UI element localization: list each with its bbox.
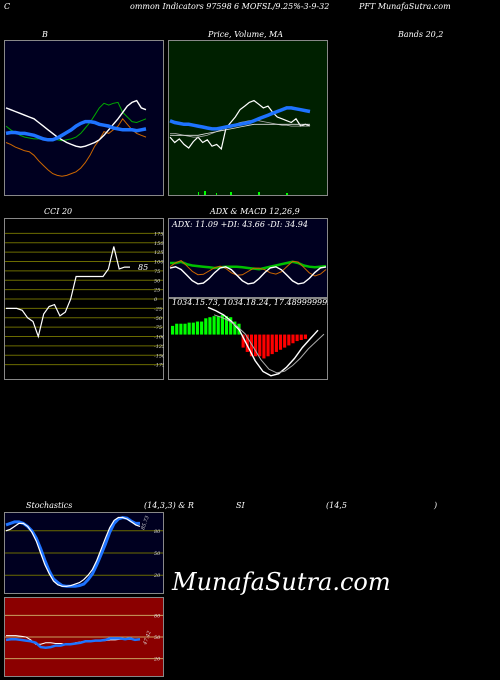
- cci-tick-label: 100: [154, 260, 164, 266]
- bollinger-series-1: [5, 117, 147, 177]
- macd-histogram-bar: [183, 323, 187, 335]
- macd-histogram-bar: [291, 334, 295, 344]
- adx-macd-title: ADX & MACD 12,26,9: [210, 207, 300, 216]
- macd-histogram-bar: [191, 322, 195, 335]
- price-series-0: [169, 99, 311, 151]
- cci-tick-label: 75: [154, 269, 160, 275]
- rsi-tick-label: 50: [154, 635, 161, 641]
- macd-histogram-bar: [262, 334, 266, 359]
- macd-histogram-bar: [303, 334, 307, 339]
- cci-tick-label: -175: [154, 363, 164, 369]
- stoch-title-b: (14,3,3) & R: [144, 501, 194, 510]
- macd-histogram-bar: [283, 334, 287, 348]
- macd-histogram-bar: [295, 334, 299, 342]
- price-ma-line: [169, 106, 311, 131]
- rsi-last-label: 47.42: [142, 630, 153, 646]
- stoch-title-c: SI: [236, 501, 245, 510]
- cci-tick-label: -75: [154, 325, 162, 331]
- macd-histogram-bar: [200, 321, 204, 335]
- price-ma-title: Price, Volume, MA: [208, 30, 284, 39]
- macd-histogram-bar: [266, 334, 270, 357]
- cci-tick-label: -50: [154, 316, 163, 322]
- stoch-last-label: 85.73: [140, 515, 151, 531]
- stoch-title-a: Stochastics: [26, 501, 73, 510]
- header-seg-1: ommon Indicators 97598: [130, 2, 232, 11]
- watermark: MunafaSutra.com: [172, 568, 391, 596]
- macd-label: 1034.15.73, 1034.18.24, 17.489999999991: [172, 298, 328, 307]
- adx-label: ADX: 11.09 +DI: 43.66 -DI: 34.94: [171, 220, 308, 229]
- header-left: C: [4, 2, 11, 11]
- adx-minus-di-line: [169, 260, 327, 277]
- macd-histogram-bar: [254, 334, 258, 357]
- stoch-title-e: ): [434, 501, 438, 510]
- macd-histogram-bar: [179, 323, 183, 335]
- macd-line: [207, 306, 319, 377]
- price-ma-chart: [168, 40, 328, 196]
- cci-tick-label: 125: [154, 250, 164, 256]
- bollinger-series-2: [5, 99, 147, 148]
- macd-histogram-bar: [249, 334, 254, 357]
- macd-histogram-bar: [220, 315, 224, 335]
- macd-histogram-bar: [212, 316, 216, 335]
- price-series-2: [170, 123, 310, 136]
- price-series-1: [170, 120, 310, 138]
- cci-tick-label: -25: [154, 306, 162, 312]
- bollinger-title: B: [42, 30, 48, 39]
- cci-chart: 175 150 125 100 75 50 25 0 -25 -50 -75 -100 -125 -150…: [4, 218, 164, 380]
- header-seg-2: 6 MOFSL/9.25%-3-9-32: [234, 2, 330, 11]
- stoch-tick-label: 50: [154, 551, 161, 557]
- stoch-d-line: [5, 516, 141, 587]
- cci-tick-label: 175: [154, 231, 164, 237]
- macd-histogram-bar: [171, 325, 175, 335]
- header-seg-3: PFT MunafaSutra.com: [359, 2, 451, 11]
- cci-title: CCI 20: [44, 207, 73, 216]
- cci-tick-label: -150: [154, 353, 164, 359]
- bands-title: Bands 20,2: [398, 30, 444, 39]
- bollinger-ma-line: [5, 119, 147, 142]
- rsi-ma-line: [5, 637, 141, 650]
- stoch-tick-label: 20: [153, 573, 161, 579]
- macd-histogram-bar: [195, 321, 200, 335]
- macd-histogram-bar: [233, 321, 237, 335]
- macd-histogram-bar: [204, 318, 208, 335]
- macd-histogram-bar: [287, 334, 291, 346]
- cci-line: [6, 246, 130, 339]
- macd-signal-line: [213, 314, 325, 374]
- stoch-title-d: (14,5: [326, 501, 347, 510]
- adx-chart: ADX: 11.09 +DI: 43.66 -DI: 34.94: [168, 218, 328, 298]
- cci-tick-label: -125: [154, 344, 164, 350]
- stoch-tick-label: 80: [154, 529, 161, 535]
- cci-tick-label: 150: [154, 241, 164, 247]
- rsi-chart: 80 50 20 47.42: [4, 597, 164, 677]
- rsi-tick-label: 20: [153, 657, 161, 663]
- volume-bars: [198, 191, 288, 195]
- macd-histogram-bar: [208, 317, 212, 335]
- cci-last-label: 85: [138, 263, 148, 272]
- macd-histogram-bar: [229, 317, 233, 335]
- macd-histogram-bar: [216, 316, 220, 335]
- adx-line: [169, 266, 327, 285]
- cci-tick-label: 25: [153, 288, 160, 294]
- cci-tick-label: 50: [154, 278, 161, 284]
- cci-tick-label: 0: [154, 297, 158, 303]
- cci-tick-label: -100: [154, 335, 164, 341]
- bollinger-chart: [4, 40, 164, 196]
- macd-histogram-bar: [245, 334, 249, 352]
- macd-histogram-bar: [278, 334, 283, 350]
- macd-histogram-bar: [187, 322, 191, 335]
- macd-histogram-bar: [258, 334, 262, 357]
- macd-histogram-bar: [270, 334, 274, 355]
- macd-histogram-bar: [224, 316, 229, 335]
- macd-histogram-bar: [241, 334, 245, 348]
- macd-histogram-bar: [299, 334, 303, 340]
- stochastics-chart: 80 50 20 85.73: [4, 512, 164, 594]
- macd-chart: 1034.15.73, 1034.18.24, 17.489999999991: [168, 298, 328, 380]
- rsi-tick-label: 80: [154, 613, 161, 619]
- macd-histogram-bar: [175, 323, 179, 335]
- macd-histogram-bar: [274, 334, 278, 352]
